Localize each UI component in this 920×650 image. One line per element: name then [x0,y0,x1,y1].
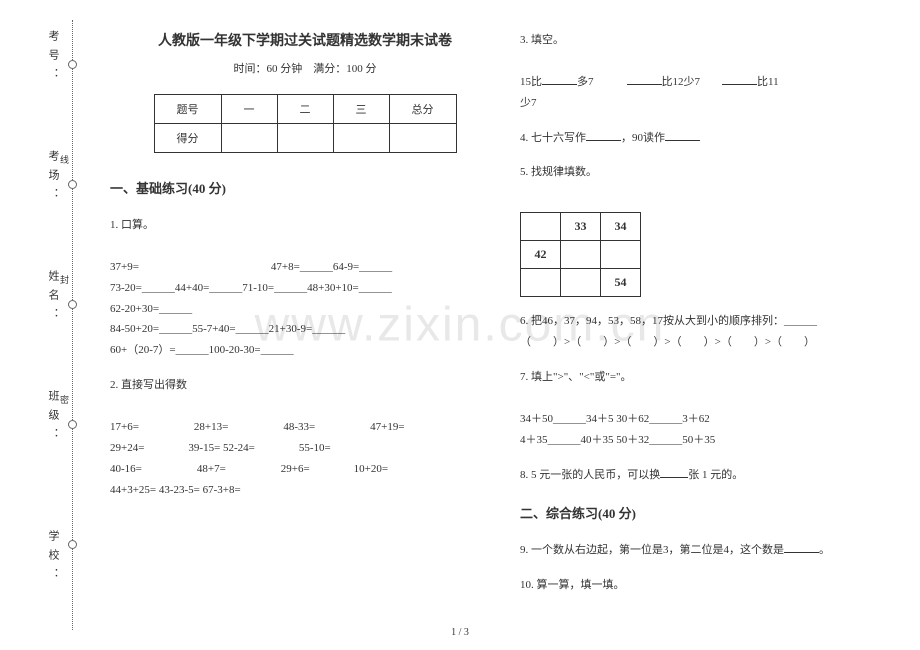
q6-label: 6. 把46，37，94，53，58，17按从大到小的顺序排列：______ [520,311,910,332]
blank [784,541,819,553]
binding-sidebar: 考号： 线 考场： 封 姓名： 密 班级： 学校： [0,0,90,650]
q2-line: 44+3+25= 43-23-5= 67-3+8= [110,480,500,501]
blank [722,73,757,85]
cell: 34 [601,213,641,241]
q1-line: 37+9= 47+8=______64-9=______ [110,257,500,278]
td [277,124,333,153]
punch-hole [68,540,77,549]
side-label-school: 学校： [45,530,61,587]
q2-line: 29+24= 39-15= 52-24= 55-10= [110,438,500,459]
score-table: 题号 一 二 三 总分 得分 [154,94,457,153]
th: 总分 [389,95,456,124]
q7-line: 4＋35______40＋35 50＋32______50＋35 [520,430,910,451]
q3-text: 15比 [520,76,542,88]
q8-text: 张 1 元的。 [688,469,743,481]
q9-text: 。 [819,544,830,556]
q1-line: 73-20=______44+40=______71-10=______48+3… [110,278,500,299]
q3-text: 少7 [520,97,537,109]
q3-text: 多7 [577,76,594,88]
q6-line2: （ ）>（ ）>（ ）>（ ）>（ ）>（ ） [520,332,910,353]
dotted-line [72,20,73,630]
q7: 7. 填上">"、"<"或"="。 34＋50______34＋5 30＋62_… [520,367,910,451]
q1-label: 1. 口算。 [110,215,500,236]
q5-grid: 33 34 42 54 [520,212,641,297]
th: 一 [221,95,277,124]
q2: 2. 直接写出得数 17+6= 28+13= 48-33= 47+19= 29+… [110,375,500,500]
blank [542,73,577,85]
th: 二 [277,95,333,124]
punch-hole [68,180,77,189]
q1: 1. 口算。 37+9= 47+8=______64-9=______ 73-2… [110,215,500,361]
q7-line: 34＋50______34＋5 30＋62______3＋62 [520,409,910,430]
blank [660,466,688,478]
q2-label: 2. 直接写出得数 [110,375,500,396]
cell [521,269,561,297]
punch-hole [68,60,77,69]
side-label-class: 班级： [45,390,61,447]
q8-text: 8. 5 元一张的人民币，可以换 [520,469,660,481]
exam-title: 人教版一年级下学期过关试题精选数学期末试卷 [110,30,500,50]
q2-line: 40-16= 48+7= 29+6= 10+20= [110,459,500,480]
q4-text: ，90读作 [621,132,665,144]
q3: 3. 填空。 15比 多7 比12少7 比11 少7 [520,30,910,114]
td [221,124,277,153]
left-column: 人教版一年级下学期过关试题精选数学期末试卷 时间：60 分钟 满分：100 分 … [110,30,500,515]
punch-hole [68,300,77,309]
q5-label: 5. 找规律填数。 [520,162,910,183]
td [389,124,456,153]
blank [586,129,621,141]
side-label-exam-id: 考号： [45,30,61,87]
punch-hole [68,420,77,429]
q9-text: 9. 一个数从右边起，第一位是3，第二位是4，这个数是 [520,544,784,556]
side-label-room: 考场： [45,150,61,207]
cell: 33 [561,213,601,241]
right-column: 3. 填空。 15比多7 比12少7 比11 少7 4. 七十六写作，90读作 … [520,30,910,610]
q10: 10. 算一算，填一填。 [520,575,910,596]
q6: 6. 把46，37，94，53，58，17按从大到小的顺序排列：______ （… [520,311,910,353]
cell [561,269,601,297]
blank [627,73,662,85]
th: 三 [333,95,389,124]
cell [521,213,561,241]
q8: 8. 5 元一张的人民币，可以换 张 1 元的。 [520,465,910,486]
q1-line: 84-50+20=______55-7+40=______21+30-9=___… [110,319,500,340]
q3-text: 比11 [757,76,779,88]
q2-line: 17+6= 28+13= 48-33= 47+19= [110,417,500,438]
cell: 42 [521,241,561,269]
q1-line: 60+（20-7）=______100-20-30=______ [110,340,500,361]
q5: 5. 找规律填数。 33 34 42 54 [520,162,910,297]
side-label-name: 姓名： [45,270,61,327]
page-number: 1 / 3 [451,627,469,638]
cell [601,241,641,269]
exam-subtitle: 时间：60 分钟 满分：100 分 [110,60,500,76]
q7-label: 7. 填上">"、"<"或"="。 [520,367,910,388]
q9: 9. 一个数从右边起，第一位是3，第二位是4，这个数是 。 [520,540,910,561]
td: 得分 [154,124,221,153]
q3-text: 比12少7 [662,76,701,88]
section-1-title: 一、基础练习(40 分) [110,178,500,197]
q10-label: 10. 算一算，填一填。 [520,575,910,596]
blank [665,129,700,141]
q4-text: 4. 七十六写作 [520,132,586,144]
cell [561,241,601,269]
cell: 54 [601,269,641,297]
q3-label: 3. 填空。 [520,30,910,51]
section-2-title: 二、综合练习(40 分) [520,503,910,522]
th: 题号 [154,95,221,124]
td [333,124,389,153]
q4: 4. 七十六写作 ，90读作 [520,128,910,149]
q1-line: 62-20+30=______ [110,299,500,320]
